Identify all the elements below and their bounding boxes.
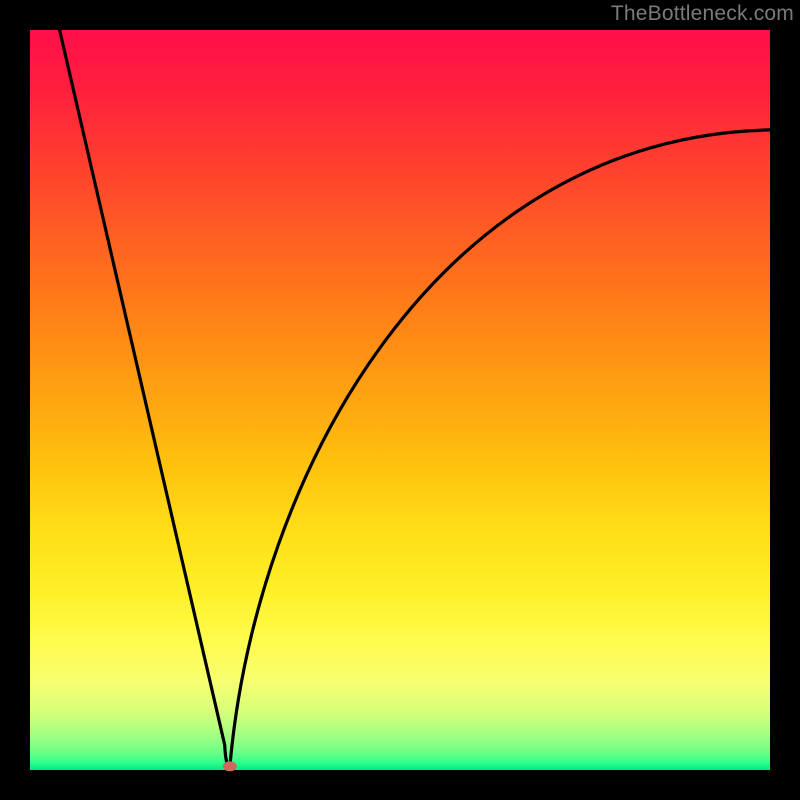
plot-area	[30, 30, 770, 770]
bottleneck-curve	[30, 30, 770, 770]
chart-container: TheBottleneck.com	[0, 0, 800, 800]
minimum-marker	[223, 761, 237, 771]
watermark-text: TheBottleneck.com	[611, 2, 794, 26]
